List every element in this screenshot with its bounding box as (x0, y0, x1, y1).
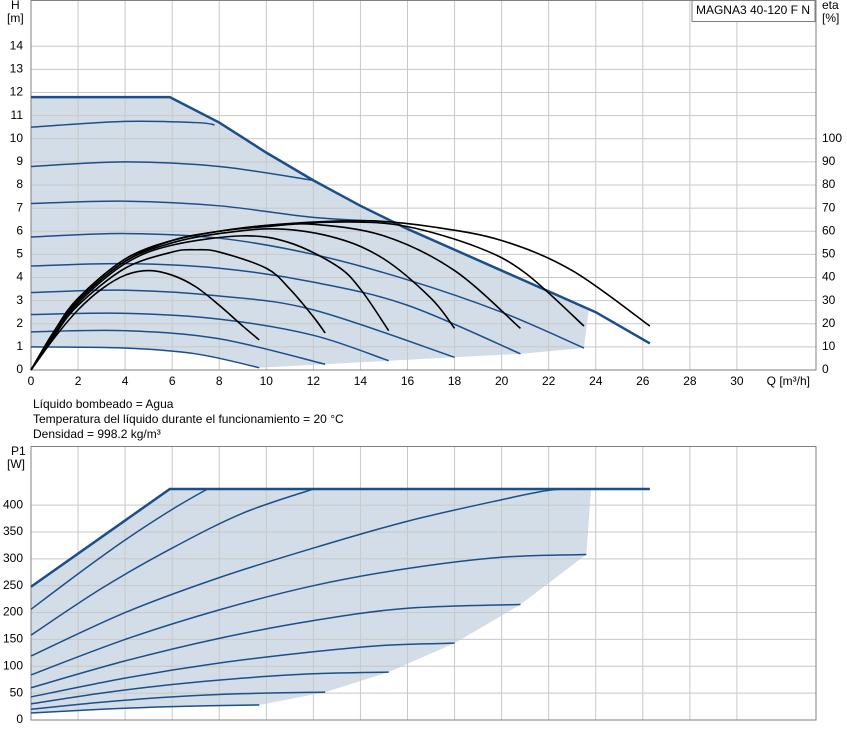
y-tick-label: 6 (16, 223, 23, 237)
x-tick-label: 4 (122, 374, 129, 388)
y-tick-label: 400 (3, 497, 23, 511)
info-line: Líquido bombeado = Agua (33, 397, 174, 411)
y-tick-label: 5 (16, 247, 23, 261)
plot-frame (30, 0, 817, 371)
x-tick-label: 6 (169, 374, 176, 388)
info-line: Temperatura del líquido durante el funci… (33, 412, 344, 426)
curve (30, 488, 587, 657)
curve (30, 488, 314, 636)
y-axis-unit: [m] (7, 11, 24, 25)
curve (30, 704, 260, 714)
x-tick-label: 18 (448, 374, 462, 388)
curve (30, 671, 389, 705)
x-tick-label: 16 (401, 374, 415, 388)
plot-frame (30, 446, 817, 721)
x-tick-label: 26 (636, 374, 650, 388)
chart-title: MAGNA3 40-120 F N (696, 3, 810, 17)
y2-tick-label: 100 (822, 131, 842, 145)
y-tick-label: 100 (3, 658, 23, 672)
y-tick-label: 9 (16, 154, 23, 168)
y-axis-unit: [W] (7, 457, 25, 471)
y-tick-label: 3 (16, 293, 23, 307)
x-tick-label: 10 (260, 374, 274, 388)
curve (30, 691, 326, 711)
y-tick-label: 300 (3, 551, 23, 565)
y-tick-label: 150 (3, 632, 23, 646)
y2-tick-label: 30 (822, 293, 836, 307)
y-tick-label: 13 (10, 62, 24, 76)
y2-tick-label: 80 (822, 177, 836, 191)
curve (30, 329, 326, 365)
y2-tick-label: 0 (822, 362, 829, 376)
y-tick-label: 200 (3, 605, 23, 619)
curve (30, 487, 650, 588)
curve (30, 603, 521, 689)
y2-tick-label: 90 (822, 154, 836, 168)
x-tick-label: 14 (354, 374, 368, 388)
y-tick-label: 350 (3, 524, 23, 538)
curve (30, 312, 389, 362)
info-line: Densidad = 998.2 kg/m³ (33, 427, 161, 441)
operating-area (31, 488, 592, 714)
curve (30, 553, 587, 676)
y2-tick-label: 50 (822, 247, 836, 261)
efficiency-curve (30, 248, 326, 371)
curve (30, 120, 215, 128)
efficiency-curve (30, 269, 260, 371)
y2-axis-unit: [%] (822, 11, 839, 25)
y-tick-label: 0 (16, 362, 23, 376)
y2-axis-label: eta (822, 0, 839, 12)
x-axis-label: Q [m³/h] (767, 374, 810, 388)
y-tick-label: 250 (3, 578, 23, 592)
y2-tick-label: 40 (822, 270, 836, 284)
x-tick-label: 0 (28, 374, 35, 388)
x-tick-label: 12 (307, 374, 321, 388)
x-tick-label: 24 (589, 374, 603, 388)
x-tick-label: 22 (542, 374, 556, 388)
y-axis-label: H (11, 0, 20, 12)
curve (30, 200, 396, 223)
curve (30, 642, 455, 698)
y-tick-label: 0 (16, 712, 23, 726)
x-tick-label: 30 (730, 374, 744, 388)
x-tick-label: 28 (683, 374, 697, 388)
y2-tick-label: 10 (822, 339, 836, 353)
curve (30, 232, 585, 349)
curve (31, 95, 651, 345)
curve (30, 488, 208, 610)
y-tick-label: 10 (10, 131, 24, 145)
x-tick-label: 2 (75, 374, 82, 388)
y-tick-label: 1 (16, 339, 23, 353)
y-tick-label: 14 (10, 38, 24, 52)
y2-tick-label: 70 (822, 200, 836, 214)
x-tick-label: 8 (216, 374, 223, 388)
y-tick-label: 11 (11, 108, 24, 122)
curve (30, 161, 314, 182)
curve (30, 346, 260, 369)
y-tick-label: 2 (16, 316, 23, 330)
y-tick-label: 12 (10, 85, 24, 99)
y2-tick-label: 60 (822, 223, 836, 237)
efficiency-curve (30, 219, 651, 371)
y-tick-label: 7 (16, 200, 23, 214)
y-tick-label: 50 (10, 685, 24, 699)
y-axis-label: P1 (11, 444, 26, 458)
x-tick-label: 20 (495, 374, 509, 388)
y2-tick-label: 20 (822, 316, 836, 330)
y-tick-label: 4 (16, 270, 23, 284)
title-box (691, 0, 816, 22)
y-tick-label: 8 (16, 177, 23, 191)
